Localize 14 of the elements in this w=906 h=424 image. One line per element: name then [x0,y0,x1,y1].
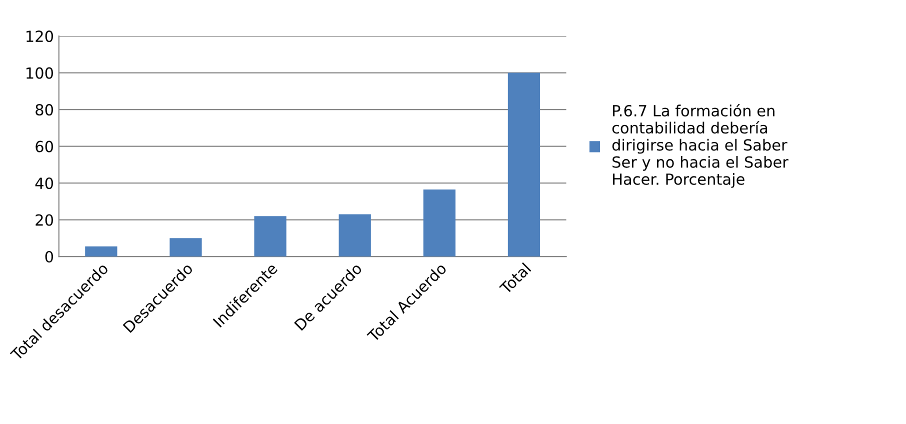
bar [254,216,286,257]
bar [170,238,202,257]
bar [338,214,371,257]
bar [423,189,456,257]
legend-label: P.6.7 La formación en contabilidad debería dirigirse hacia el Saber Ser y no hacia el Saber Hacer. Porcentaje [612,104,788,188]
bar [508,72,540,257]
y-tick-label: 20 [36,214,54,226]
y-tick-label: 60 [36,140,54,152]
y-tick-label: 100 [26,67,54,79]
y-tick-label: 120 [26,30,54,42]
y-tick-label: 40 [35,177,54,190]
y-tick-label: 80 [36,104,54,116]
bar [85,246,118,257]
y-tick-label: 0 [45,250,54,263]
